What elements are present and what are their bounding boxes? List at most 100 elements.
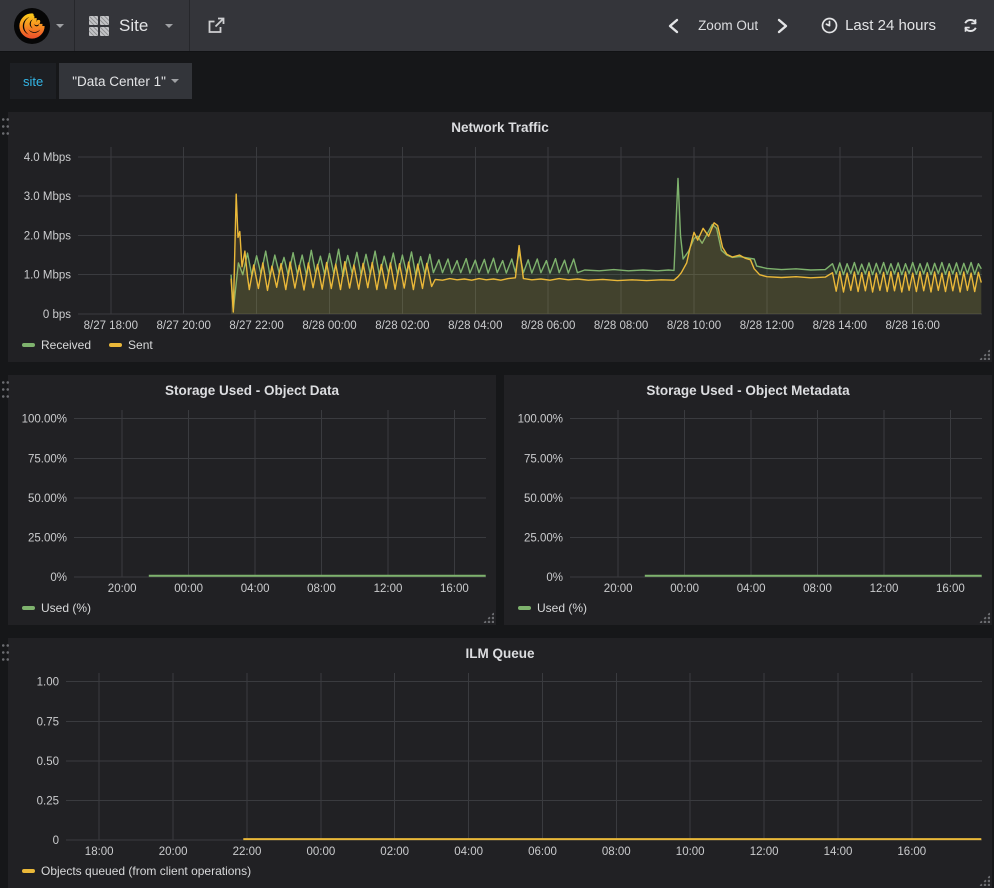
legend-label: Sent [128,338,153,352]
panel-title[interactable]: Storage Used - Object Data [164,383,340,398]
x-axis-tick-label: 08:00 [803,583,832,595]
x-axis-tick-label: 08:00 [307,583,336,595]
x-axis-tick-label: 8/28 12:00 [740,320,794,332]
chart-canvas-ilm-queue[interactable]: 0 0.25 0.50 0.75 1.00 18:00 20:00 22:00 00:00 02:… [8,665,992,861]
y-axis-tick-label: 75.00% [28,453,67,465]
panel-title[interactable]: Network Traffic [451,120,549,135]
y-axis-tick-label: 2.0 Mbps [24,230,72,242]
x-axis-tick-label: 20:00 [159,846,188,858]
y-axis-tick-label: 3.0 Mbps [24,191,72,203]
x-axis-tick-label: 02:00 [380,846,409,858]
panel-storage-used-object-data: Storage Used - Object Data 0% 25.00% 50.00… [8,375,496,625]
x-axis-tick-label: 04:00 [241,583,270,595]
series-area-Received [231,178,982,314]
legend-swatch [22,606,35,610]
x-axis-tick-label: 22:00 [233,846,262,858]
y-axis-tick-label: 0 bps [43,309,71,321]
panel-resize-handle[interactable] [979,349,990,360]
y-axis-tick-label: 100.00% [518,414,563,426]
legend-item[interactable]: Sent [109,338,153,352]
x-axis-tick-label: 06:00 [528,846,557,858]
x-axis-tick-label: 8/28 04:00 [448,320,502,332]
y-axis-tick-label: 25.00% [28,532,67,544]
x-axis-tick-label: 08:00 [602,846,631,858]
chart-legend: Objects queued (from client operations) [8,861,992,888]
legend-swatch [518,606,531,610]
y-axis-tick-label: 0% [50,572,67,584]
x-axis-tick-label: 12:00 [374,583,403,595]
y-axis-tick-label: 50.00% [28,493,67,505]
legend-label: Received [41,338,92,352]
x-axis-tick-label: 8/27 18:00 [84,320,138,332]
row-drag-handle[interactable] [1,116,9,139]
x-axis-tick-label: 00:00 [307,846,336,858]
chart-canvas-network-traffic[interactable]: 0 bps 1.0 Mbps 2.0 Mbps 3.0 Mbps 4.0 Mbps 8/2… [8,139,992,335]
time-shift-back-button[interactable] [662,12,685,40]
share-icon [207,17,226,34]
row-drag-handle[interactable] [1,642,9,665]
x-axis-tick-label: 8/28 06:00 [521,320,575,332]
x-axis-tick-label: 16:00 [440,583,469,595]
y-axis-tick-label: 1.0 Mbps [24,270,72,282]
panel-title[interactable]: ILM Queue [465,646,535,661]
panel-resize-handle[interactable] [979,875,990,886]
x-axis-tick-label: 8/28 10:00 [667,320,721,332]
legend-swatch [109,343,123,347]
x-axis-tick-label: 00:00 [670,583,699,595]
y-axis-tick-label: 0.50 [37,756,59,768]
time-shift-forward-button[interactable] [771,12,794,40]
caret-down-icon [165,23,174,28]
y-axis-tick-label: 0% [546,572,563,584]
main-menu-button[interactable] [0,0,75,51]
panel-title[interactable]: Storage Used - Object Metadata [646,383,850,398]
x-axis-tick-label: 8/27 22:00 [229,320,283,332]
series-area-Sent [231,194,982,314]
legend-item[interactable]: Received [22,338,91,352]
legend-item[interactable]: Used (%) [22,601,91,615]
variable-value-dropdown[interactable]: "Data Center 1" [59,63,192,99]
x-axis-tick-label: 16:00 [936,583,965,595]
panel-ilm-queue: ILM Queue 0 0.25 0.50 0.75 1.00 18:00 20:00 22:… [8,638,992,888]
time-range-picker[interactable]: Last 24 hours [821,17,936,34]
zoom-out-button[interactable]: Zoom Out [698,18,759,33]
x-axis-tick-label: 8/28 16:00 [886,320,940,332]
dashboard-grid-icon [89,15,109,36]
dashboard-picker[interactable]: Site [75,0,191,51]
x-axis-tick-label: 8/27 20:00 [157,320,211,332]
panel-storage-used-object-metadata: Storage Used - Object Metadata 0% 25.00% 5… [504,375,992,625]
panel-resize-handle[interactable] [483,612,494,623]
x-axis-tick-label: 04:00 [737,583,766,595]
dashboard-title: Site [119,15,149,35]
x-axis-tick-label: 12:00 [870,583,899,595]
y-axis-tick-label: 4.0 Mbps [24,152,72,164]
x-axis-tick-label: 10:00 [676,846,705,858]
chart-legend: Used (%) [8,598,496,625]
x-axis-tick-label: 20:00 [604,583,633,595]
legend-item[interactable]: Objects queued (from client operations) [22,864,251,878]
x-axis-tick-label: 04:00 [454,846,483,858]
legend-item[interactable]: Used (%) [518,601,587,615]
y-axis-tick-label: 0.75 [37,716,59,728]
top-navbar: Site Zoom Out [0,0,994,52]
x-axis-tick-label: 18:00 [85,846,114,858]
y-axis-tick-label: 50.00% [524,493,563,505]
chart-canvas-storage-object-data[interactable]: 0% 25.00% 50.00% 75.00% 100.00% 20:00 00:00 04:… [8,402,496,598]
x-axis-tick-label: 8/28 00:00 [302,320,356,332]
legend-swatch [22,869,35,873]
caret-down-icon [170,79,179,83]
caret-down-icon [56,23,64,28]
refresh-button[interactable] [962,17,979,34]
chart-canvas-storage-object-metadata[interactable]: 0% 25.00% 50.00% 75.00% 100.00% 20:00 00:00 04:… [504,402,992,598]
share-dashboard-button[interactable] [190,0,243,51]
panel-resize-handle[interactable] [979,612,990,623]
legend-swatch [22,343,35,347]
chart-legend: Received Sent [8,335,992,362]
legend-label: Objects queued (from client operations) [41,864,252,878]
row-drag-handle[interactable] [1,379,9,402]
x-axis-tick-label: 8/28 14:00 [813,320,867,332]
series-line-Sent [230,193,982,313]
y-axis-tick-label: 75.00% [524,453,563,465]
x-axis-tick-label: 16:00 [897,846,926,858]
x-axis-tick-label: 12:00 [750,846,779,858]
variable-label: site [10,63,57,99]
